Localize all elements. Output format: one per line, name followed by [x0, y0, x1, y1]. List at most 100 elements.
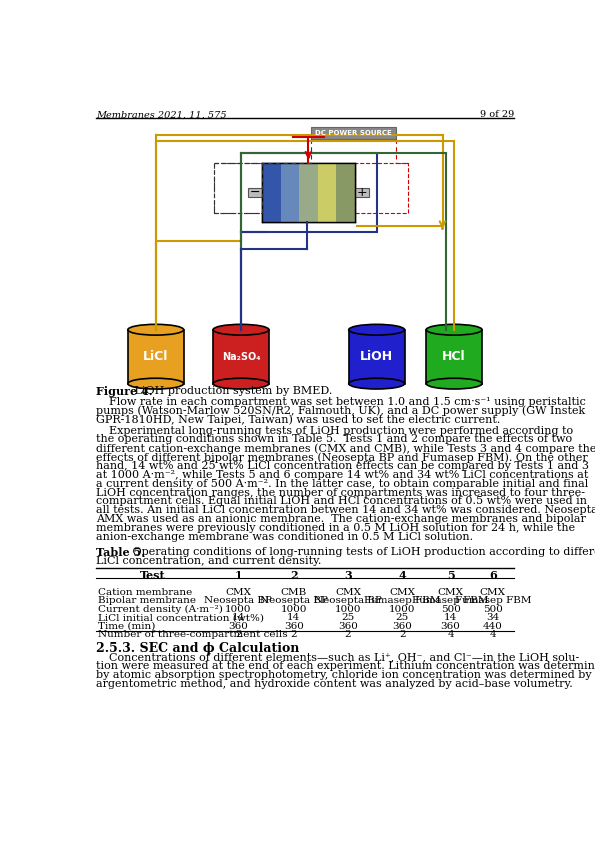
Text: the operating conditions shown in Table 5.  Tests 1 and 2 compare the effects of: the operating conditions shown in Table … — [96, 434, 572, 445]
FancyBboxPatch shape — [311, 127, 396, 139]
Text: 2: 2 — [290, 630, 297, 639]
FancyBboxPatch shape — [248, 188, 262, 197]
Text: Bipolar membrane: Bipolar membrane — [98, 596, 196, 605]
Text: by atomic absorption spectrophotometry, chloride ion concentration was determine: by atomic absorption spectrophotometry, … — [96, 670, 595, 680]
Text: Neosepta BP: Neosepta BP — [204, 596, 273, 605]
FancyBboxPatch shape — [262, 163, 355, 222]
Text: Neosepta BP: Neosepta BP — [260, 596, 328, 605]
Text: 360: 360 — [284, 621, 303, 631]
Text: 6: 6 — [489, 570, 497, 581]
Text: Flow rate in each compartment was set between 1.0 and 1.5 cm·s⁻¹ using peristalt: Flow rate in each compartment was set be… — [109, 397, 586, 407]
Text: Time (min): Time (min) — [98, 621, 156, 631]
Text: 3: 3 — [344, 570, 352, 581]
Text: Operating conditions of long-running tests of LiOH production according to diffe: Operating conditions of long-running tes… — [129, 546, 595, 557]
Text: 25: 25 — [342, 613, 355, 622]
Text: CMB: CMB — [281, 588, 307, 597]
Text: 2.5.3. SEC and ϕ Calculation: 2.5.3. SEC and ϕ Calculation — [96, 642, 299, 654]
Text: 500: 500 — [441, 605, 461, 614]
Text: CMX: CMX — [335, 588, 361, 597]
Text: tion were measured at the end of each experiment. Lithium concentration was dete: tion were measured at the end of each ex… — [96, 661, 595, 671]
Ellipse shape — [426, 324, 482, 335]
Text: 2: 2 — [345, 630, 351, 639]
Text: Concentrations of different elements—such as Li⁺, OH⁻, and Cl⁻—in the LiOH solu-: Concentrations of different elements—suc… — [109, 653, 580, 663]
Text: 500: 500 — [483, 605, 503, 614]
FancyBboxPatch shape — [128, 330, 184, 384]
Ellipse shape — [349, 324, 405, 335]
Text: +: + — [356, 186, 367, 199]
Text: Fumasep FBM: Fumasep FBM — [455, 596, 531, 605]
Text: Number of three-compartment cells: Number of three-compartment cells — [98, 630, 288, 639]
Text: Test: Test — [140, 570, 166, 581]
Text: all tests. An initial LiCl concentration between 14 and 34 wt% was considered. N: all tests. An initial LiCl concentration… — [96, 505, 595, 515]
Text: 4: 4 — [490, 630, 496, 639]
Text: CMX: CMX — [226, 588, 251, 597]
Text: Figure 4.: Figure 4. — [96, 386, 153, 397]
Ellipse shape — [128, 324, 184, 335]
Ellipse shape — [349, 378, 405, 389]
Text: LiOH concentration ranges, the number of compartments was increased to four thre: LiOH concentration ranges, the number of… — [96, 488, 585, 498]
Text: 9 of 29: 9 of 29 — [480, 110, 514, 120]
FancyBboxPatch shape — [213, 330, 269, 384]
Text: 1: 1 — [234, 570, 242, 581]
Text: 1000: 1000 — [335, 605, 361, 614]
Text: HCl: HCl — [442, 350, 466, 363]
Text: compartment cells. Equal initial LiOH and HCl concentrations of 0.5 wt% were use: compartment cells. Equal initial LiOH an… — [96, 497, 587, 506]
Text: 14: 14 — [287, 613, 300, 622]
Text: 4: 4 — [447, 630, 454, 639]
Text: 14: 14 — [231, 613, 245, 622]
FancyBboxPatch shape — [349, 330, 405, 384]
Text: 360: 360 — [441, 621, 461, 631]
Text: Fumasep FBM: Fumasep FBM — [412, 596, 489, 605]
Text: LiCl: LiCl — [143, 350, 168, 363]
Text: CMX: CMX — [480, 588, 506, 597]
Text: Current density (A·m⁻²): Current density (A·m⁻²) — [98, 605, 223, 614]
Text: LiOH: LiOH — [360, 350, 393, 363]
Text: 440: 440 — [483, 621, 503, 631]
Ellipse shape — [213, 324, 269, 335]
Ellipse shape — [128, 378, 184, 389]
Ellipse shape — [426, 378, 482, 389]
Text: CMX: CMX — [438, 588, 464, 597]
Text: 2: 2 — [290, 570, 298, 581]
Text: 5: 5 — [447, 570, 455, 581]
Text: 1000: 1000 — [280, 605, 307, 614]
Text: a current density of 500 A·m⁻². In the latter case, to obtain comparable initial: a current density of 500 A·m⁻². In the l… — [96, 479, 588, 488]
Text: 34: 34 — [486, 613, 499, 622]
Text: Table 5.: Table 5. — [96, 546, 145, 558]
Text: 360: 360 — [338, 621, 358, 631]
Text: 2: 2 — [235, 630, 242, 639]
Text: LiOH production system by BMED.: LiOH production system by BMED. — [131, 386, 333, 396]
FancyBboxPatch shape — [426, 330, 482, 384]
Polygon shape — [336, 163, 355, 222]
Text: AMX was used as an anionic membrane.  The cation-exchange membranes and bipolar: AMX was used as an anionic membrane. The… — [96, 514, 586, 524]
Text: Neosepta BP: Neosepta BP — [314, 596, 382, 605]
Text: at 1000 A·m⁻², while Tests 5 and 6 compare 14 wt% and 34 wt% LiCl concentrations: at 1000 A·m⁻², while Tests 5 and 6 compa… — [96, 470, 588, 480]
Text: LiCl initial concentration (wt%): LiCl initial concentration (wt%) — [98, 613, 264, 622]
Text: 360: 360 — [392, 621, 412, 631]
Text: argentometric method, and hydroxide content was analyzed by acid–base volumetry.: argentometric method, and hydroxide cont… — [96, 679, 573, 689]
Text: hand, 14 wt% and 25 wt% LiCl concentration effects can be compared by Tests 1 an: hand, 14 wt% and 25 wt% LiCl concentrati… — [96, 461, 589, 471]
Text: effects of different bipolar membranes (Neosepta BP and Fumasep FBM). On the oth: effects of different bipolar membranes (… — [96, 452, 588, 463]
Text: LiCl concentration, and current density.: LiCl concentration, and current density. — [96, 556, 321, 566]
Polygon shape — [299, 163, 318, 222]
Text: CMX: CMX — [389, 588, 415, 597]
Text: −: − — [250, 186, 260, 199]
Text: 25: 25 — [396, 613, 409, 622]
Text: membranes were previously conditioned in a 0.5 M LiOH solution for 24 h, while t: membranes were previously conditioned in… — [96, 523, 575, 533]
Text: GPR-1810HD, New Taipei, Taiwan) was used to set the electric current.: GPR-1810HD, New Taipei, Taiwan) was used… — [96, 414, 500, 425]
Polygon shape — [262, 163, 280, 222]
Text: different cation-exchange membranes (CMX and CMB), while Tests 3 and 4 compare t: different cation-exchange membranes (CMX… — [96, 443, 595, 454]
FancyBboxPatch shape — [355, 188, 369, 197]
Text: 1000: 1000 — [389, 605, 415, 614]
Text: Fumasep FBM: Fumasep FBM — [364, 596, 440, 605]
Text: DC POWER SOURCE: DC POWER SOURCE — [315, 130, 392, 136]
Text: Membranes 2021, 11, 575: Membranes 2021, 11, 575 — [96, 110, 227, 120]
Text: 2: 2 — [399, 630, 406, 639]
Text: Na₂SO₄: Na₂SO₄ — [222, 352, 260, 362]
Polygon shape — [280, 163, 299, 222]
Text: Cation membrane: Cation membrane — [98, 588, 193, 597]
Text: 4: 4 — [398, 570, 406, 581]
Text: 360: 360 — [228, 621, 248, 631]
Text: anion-exchange membrane was conditioned in 0.5 M LiCl solution.: anion-exchange membrane was conditioned … — [96, 532, 473, 542]
Polygon shape — [318, 163, 336, 222]
